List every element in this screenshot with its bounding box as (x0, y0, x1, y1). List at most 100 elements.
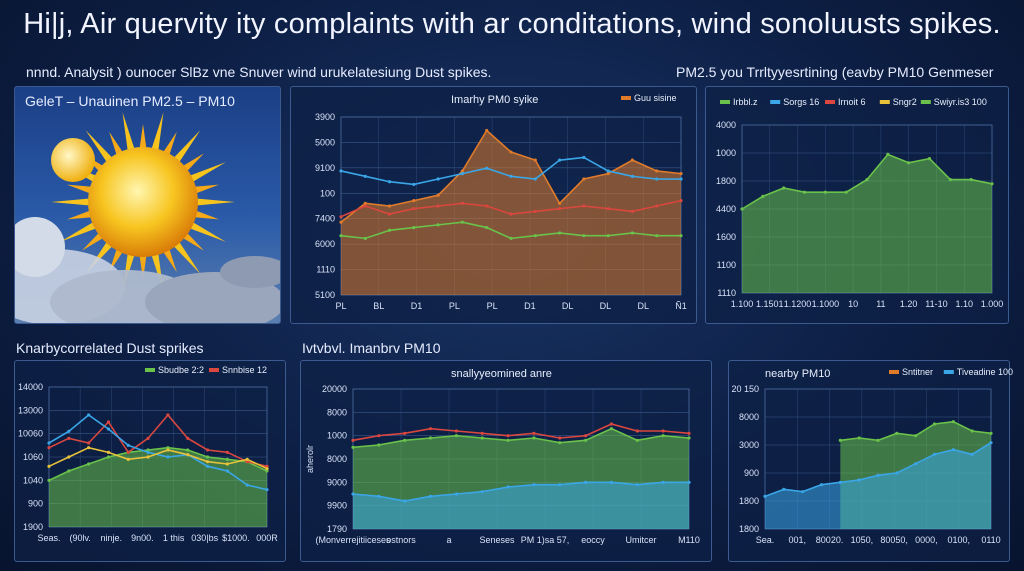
y-tick-label: 1100 (717, 260, 736, 270)
legend-label: Guu sisine (634, 93, 677, 103)
chart-panel-dust: 14000 13000 10060 1060 1040 900 1900 Seas. (90lv… (14, 360, 286, 562)
sun-ray (194, 198, 235, 206)
data-point-green (387, 228, 392, 232)
data-point-green (914, 434, 918, 438)
x-tick-label: Seas. (37, 533, 60, 543)
data-point-yellow (225, 462, 229, 466)
data-point-green (436, 223, 440, 227)
data-point-blue (412, 182, 416, 187)
data-point-blue (533, 177, 537, 181)
legend-swatch (621, 96, 631, 100)
y-tick-label: 20 150 (731, 384, 759, 394)
y-tick-label: 8000 (327, 407, 347, 417)
legend-swatch (145, 368, 155, 372)
weather-panel: GeleT – Unauinen PM2.5 – PM10 (14, 86, 281, 324)
sun-ray (188, 162, 226, 183)
data-point-blue (687, 480, 691, 484)
y-tick-label: 13000 (18, 405, 43, 415)
data-point-red (454, 429, 458, 433)
data-point-orange (412, 199, 416, 203)
data-point-blue (403, 499, 407, 503)
data-point-green (865, 178, 869, 182)
x-tick-label: D1 (411, 301, 423, 311)
x-tick-label: DL (600, 301, 612, 311)
data-point-blue (801, 490, 805, 494)
x-tick-label: 1.1200 (784, 299, 812, 309)
data-point-blue (265, 488, 269, 492)
data-point-green (582, 234, 586, 238)
x-tick-label: 10 (848, 299, 858, 309)
sun-ray (162, 247, 177, 273)
sun-ray (85, 130, 114, 164)
data-point-blue (339, 169, 343, 173)
legend-swatch (825, 100, 835, 104)
y-tick-label: 100 (320, 188, 335, 198)
data-point-red (655, 204, 659, 208)
data-point-green (506, 438, 510, 442)
x-tick-label: $1000. (222, 533, 250, 543)
data-point-green (67, 469, 71, 473)
x-tick-label: 030|bs (191, 533, 218, 543)
data-point-blue (655, 177, 659, 181)
data-point-green (782, 186, 786, 190)
data-point-green (895, 431, 899, 435)
data-point-blue (363, 174, 367, 178)
series-line-blue (48, 413, 268, 491)
sun-ray (188, 221, 226, 242)
y-tick-label: 1000 (327, 431, 347, 441)
data-point-red (47, 446, 51, 450)
data-point-green (532, 436, 536, 440)
data-point-red (363, 204, 367, 208)
data-point-green (609, 427, 614, 431)
sun-ray (162, 131, 177, 157)
data-point-green (844, 190, 848, 194)
data-point-red (245, 460, 249, 464)
y-tick-label: 1040 (23, 475, 43, 485)
data-point-red (480, 431, 484, 435)
data-point-green (761, 194, 765, 198)
data-point-green (533, 234, 537, 238)
sun-ray (82, 231, 105, 251)
y-tick-label: 9100 (315, 163, 335, 173)
legend-label: Snnbise 12 (222, 365, 267, 375)
data-point-green (166, 446, 170, 450)
data-point-blue (146, 450, 150, 454)
y-tick-label: 1110 (717, 288, 736, 298)
data-point-blue (557, 158, 562, 162)
x-tick-label: PM 1)sa 57, (521, 535, 570, 545)
x-tick-label: 1050, (851, 535, 874, 545)
x-tick-label: 000R (256, 533, 278, 543)
data-point-red (509, 212, 513, 216)
x-tick-label: D1 (524, 301, 536, 311)
data-point-blue (609, 480, 614, 484)
data-point-green (363, 236, 367, 240)
x-tick-label: 0000, (915, 535, 938, 545)
data-point-green (876, 438, 880, 442)
data-point-blue (679, 177, 683, 181)
y-tick-label: 1790 (327, 524, 347, 534)
data-point-orange (557, 201, 562, 205)
data-point-green (485, 225, 489, 230)
data-point-red (351, 438, 355, 442)
data-point-red (186, 436, 190, 440)
x-tick-label: ninje. (101, 533, 123, 543)
y-tick-label: 20000 (322, 384, 347, 394)
data-point-yellow (126, 457, 130, 461)
sun-ray (51, 198, 92, 206)
data-point-green (351, 445, 355, 449)
x-tick-label: 001, (789, 535, 807, 545)
y-tick-label: 1060 (23, 452, 43, 462)
legend-swatch (889, 370, 899, 374)
chart-title: nearby PM10 (765, 368, 830, 380)
series-area-blue (765, 442, 991, 529)
data-point-orange (655, 169, 659, 173)
data-point-yellow (166, 448, 170, 452)
y-tick-label: 4000 (716, 120, 736, 130)
series-line-red (48, 413, 268, 468)
data-point-orange (460, 169, 465, 173)
data-point-orange (533, 158, 537, 162)
data-point-orange (606, 172, 610, 176)
sun-cloud-icon (15, 112, 280, 323)
y-tick-label: 1800 (739, 524, 759, 534)
y-tick-label: 5100 (315, 290, 335, 300)
